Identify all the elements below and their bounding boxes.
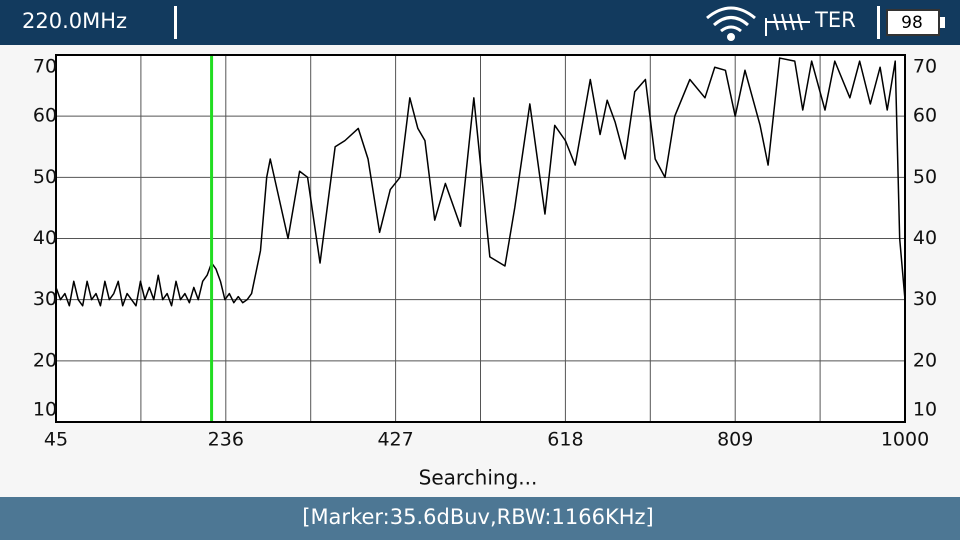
y-tick-label: 40 bbox=[33, 227, 57, 249]
x-tick-label: 45 bbox=[44, 429, 68, 451]
x-tick-label: 618 bbox=[547, 429, 583, 451]
antenna-icon bbox=[765, 13, 810, 36]
y-tick-label: 10 bbox=[33, 399, 57, 421]
y-tick-label: 10 bbox=[913, 399, 937, 421]
frequency: 220.0MHz bbox=[22, 9, 127, 33]
y-tick-label: 50 bbox=[33, 166, 57, 188]
y-tick-label: 70 bbox=[913, 56, 937, 78]
x-tick-label: 427 bbox=[377, 429, 413, 451]
y-tick-label: 60 bbox=[33, 105, 57, 127]
y-tick-label: 30 bbox=[33, 288, 57, 310]
x-tick-label: 809 bbox=[717, 429, 753, 451]
y-tick-label: 60 bbox=[913, 105, 937, 127]
bottom-bar bbox=[0, 497, 960, 540]
y-tick-label: 70 bbox=[33, 56, 57, 78]
separator bbox=[174, 6, 177, 39]
battery bbox=[886, 9, 940, 36]
battery-level: 98 bbox=[901, 13, 923, 33]
mode: TER bbox=[814, 8, 856, 32]
status: Searching... bbox=[419, 466, 538, 490]
plot-border bbox=[55, 54, 906, 423]
battery-tip bbox=[940, 17, 945, 28]
x-tick-label: 1000 bbox=[881, 429, 929, 451]
spectrum-line bbox=[55, 57, 906, 307]
separator bbox=[877, 6, 880, 39]
y-tick-label: 20 bbox=[33, 349, 57, 371]
marker-info: [Marker:35.6dBuv,RBW:1166KHz] bbox=[302, 505, 653, 529]
y-tick-label: 50 bbox=[913, 166, 937, 188]
wifi-icon bbox=[706, 6, 756, 41]
y-tick-label: 30 bbox=[913, 288, 937, 310]
y-tick-label: 40 bbox=[913, 227, 937, 249]
y-tick-label: 20 bbox=[913, 349, 937, 371]
x-tick-label: 236 bbox=[208, 429, 244, 451]
